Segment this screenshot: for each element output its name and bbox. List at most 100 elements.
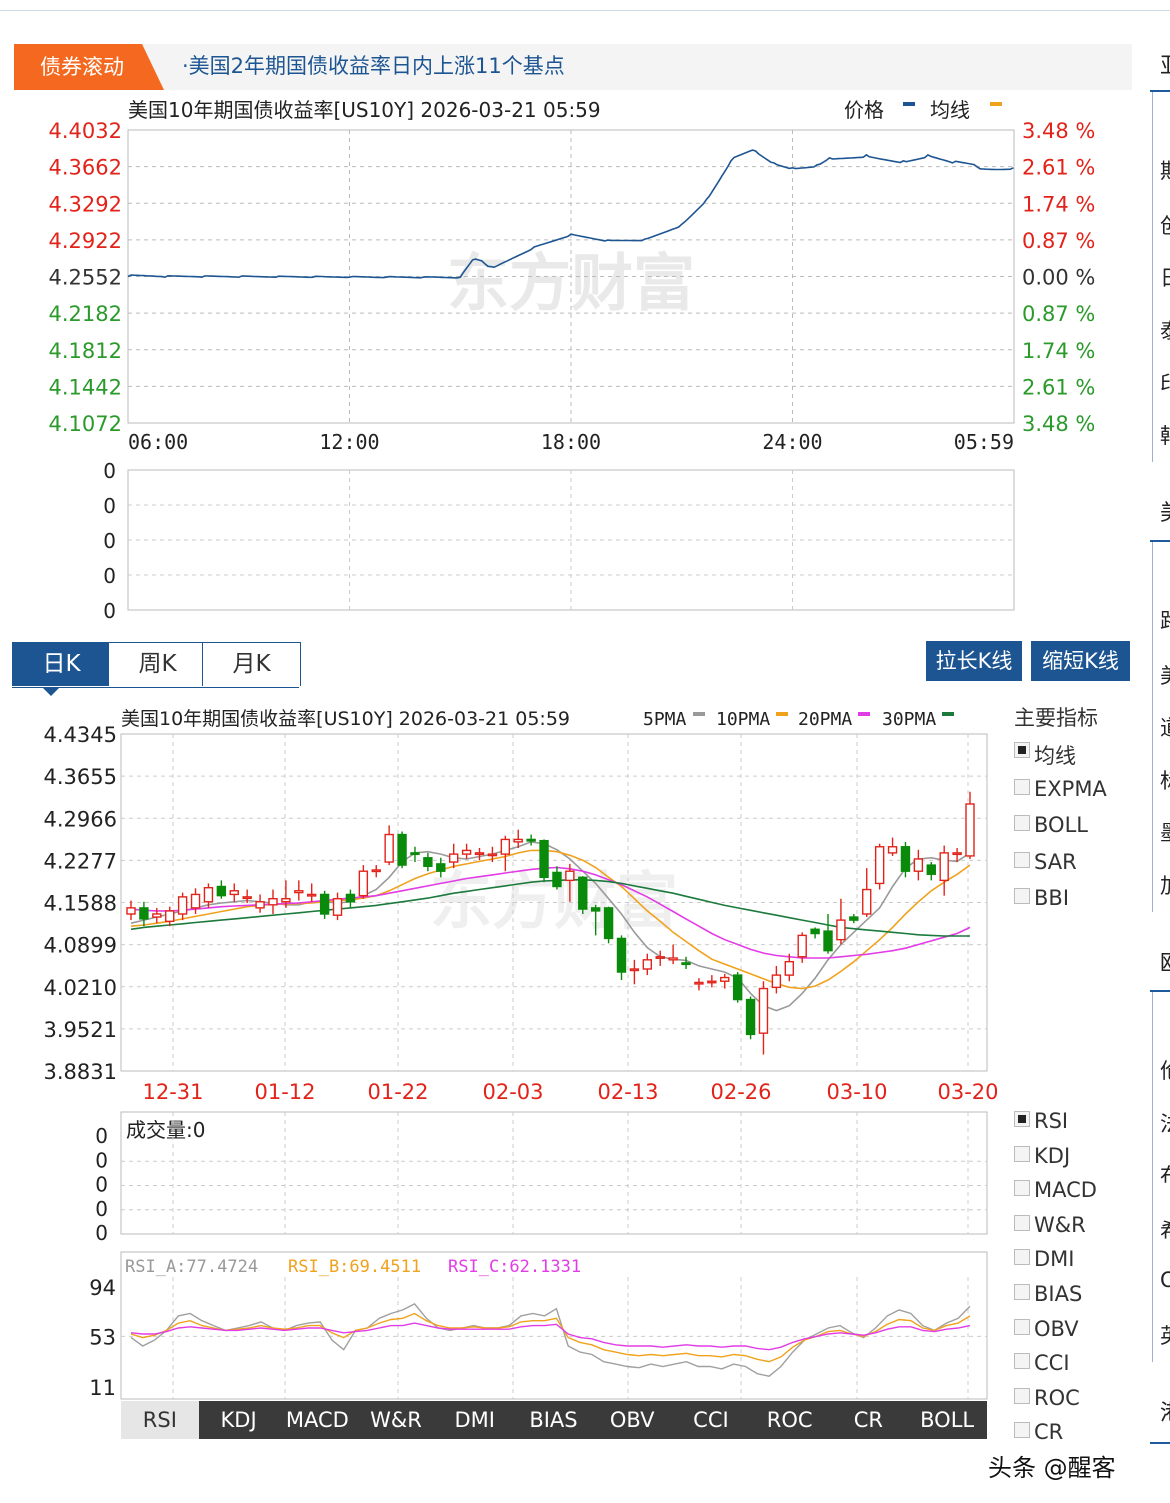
sub-indicator-kdj[interactable]: KDJ <box>1014 1144 1070 1168</box>
indicator-tab-macd[interactable]: MACD <box>285 1408 349 1432</box>
indicator-tab-obv[interactable]: OBV <box>609 1408 655 1432</box>
intraday-ytick-right: 2.61 % <box>1022 375 1095 399</box>
right-rail-item[interactable]: 韩 <box>1160 420 1170 450</box>
indicator-tab-roc[interactable]: ROC <box>766 1408 813 1432</box>
indicator-tab-cr[interactable]: CR <box>853 1408 884 1432</box>
checkbox[interactable] <box>1014 1318 1030 1335</box>
checkbox[interactable] <box>1014 1214 1030 1231</box>
checkbox[interactable] <box>1014 888 1030 904</box>
checkbox-label: CCI <box>1034 1351 1070 1376</box>
right-rail-item[interactable]: 加 <box>1160 870 1170 900</box>
tab-daily-k[interactable]: 日K <box>12 642 111 686</box>
candle-body <box>732 974 743 1001</box>
shorten-kline-button[interactable]: 缩短K线 <box>1031 641 1130 681</box>
right-rail-item[interactable]: 创 <box>1160 210 1170 240</box>
indicator-tab-kdj[interactable]: KDJ <box>220 1408 257 1432</box>
ticker-tag[interactable]: 债券滚动 <box>14 44 164 90</box>
indicator-tab-cci[interactable]: CCI <box>693 1408 729 1432</box>
checkbox[interactable] <box>1014 1353 1030 1370</box>
ma-legend-swatch <box>693 712 705 716</box>
right-rail-item[interactable]: 泰 <box>1160 315 1170 345</box>
sub-indicator-roc[interactable]: ROC <box>1014 1386 1080 1410</box>
tab-monthly-k[interactable]: 月K <box>202 642 301 686</box>
intraday-xtick: 18:00 <box>541 430 601 454</box>
main-indicator-sar[interactable]: SAR <box>1014 850 1077 874</box>
kline-xtick: 02-26 <box>710 1080 771 1104</box>
right-rail-item[interactable]: 路 <box>1160 605 1170 635</box>
sub-indicator-bias[interactable]: BIAS <box>1014 1282 1082 1306</box>
intraday-chart: 美国10年期国债收益率[US10Y] 2026-03-21 05:59 价格 均线东… <box>49 98 1096 623</box>
candle-body <box>913 858 924 872</box>
checkbox[interactable] <box>1014 1422 1030 1439</box>
checkbox[interactable] <box>1014 1145 1030 1162</box>
sub-indicator-w-r[interactable]: W&R <box>1014 1213 1086 1237</box>
right-rail-section-title[interactable]: 美 <box>1160 495 1170 527</box>
candle-body <box>952 852 962 856</box>
sub-indicator-cci[interactable]: CCI <box>1014 1351 1070 1375</box>
candle-body <box>229 890 239 896</box>
extend-kline-button[interactable]: 拉长K线 <box>926 641 1022 681</box>
indicator-tab-w-r[interactable]: W&R <box>370 1408 422 1432</box>
main-indicator-expma[interactable]: EXPMA <box>1014 777 1107 801</box>
sub-indicator-macd[interactable]: MACD <box>1014 1178 1097 1202</box>
intraday-ytick-left: 4.1812 <box>49 339 122 363</box>
checkbox[interactable] <box>1014 815 1030 831</box>
right-rail-section-title[interactable]: 港 <box>1160 1395 1170 1427</box>
sub-indicator-cr[interactable]: CR <box>1014 1420 1063 1444</box>
sub-indicator-obv[interactable]: OBV <box>1014 1317 1079 1341</box>
checkbox[interactable] <box>1014 778 1030 795</box>
indicator-tab-dmi[interactable]: DMI <box>454 1408 495 1432</box>
checkbox[interactable] <box>1014 1387 1030 1404</box>
rsi-line-rsi_c <box>130 1322 971 1351</box>
right-rail-item[interactable]: 道 <box>1160 712 1170 742</box>
right-rail-item[interactable]: 法 <box>1160 1108 1170 1138</box>
right-rail-item[interactable]: O <box>1160 1268 1170 1292</box>
right-rail-item[interactable]: 印 <box>1160 368 1170 398</box>
checkbox[interactable] <box>1014 1284 1030 1300</box>
right-rail-item[interactable]: 美 <box>1160 660 1170 690</box>
ticker-headline[interactable]: ·美国2年期国债收益率日内上涨11个基点 <box>182 54 565 78</box>
checkbox[interactable] <box>1014 742 1030 758</box>
intraday-title: 美国10年期国债收益率[US10Y] 2026-03-21 05:59 <box>128 98 601 122</box>
right-rail-item[interactable]: 墨 <box>1160 817 1170 847</box>
checkbox[interactable] <box>1014 851 1030 868</box>
tab-underline <box>12 687 299 688</box>
main-indicator-bbi[interactable]: BBI <box>1014 886 1069 910</box>
main-indicator-ma[interactable]: 均线 <box>1014 740 1076 770</box>
candle-body <box>810 928 820 935</box>
sub-indicator-dmi[interactable]: DMI <box>1014 1247 1074 1271</box>
checkbox[interactable] <box>1014 1249 1030 1266</box>
candle-body <box>603 907 614 940</box>
candle-body <box>190 893 201 909</box>
checkbox-label: BOLL <box>1034 813 1088 837</box>
right-rail-item[interactable]: 希 <box>1160 1215 1170 1245</box>
indicator-tab-rsi[interactable]: RSI <box>121 1401 199 1439</box>
candle-body <box>758 987 769 1034</box>
price-line <box>127 149 1014 279</box>
sub-indicator-rsi[interactable]: RSI <box>1014 1109 1068 1133</box>
volume-panel-ytick: 0 <box>95 1221 108 1245</box>
kline-ytick: 4.0899 <box>44 934 117 958</box>
intraday-ytick-right: 3.48 % <box>1022 119 1095 143</box>
checkbox[interactable] <box>1014 1111 1030 1127</box>
intraday-ytick-left: 4.2552 <box>49 266 122 290</box>
right-rail-section-title[interactable]: 欧 <box>1160 945 1170 977</box>
indicator-tab-bias[interactable]: BIAS <box>529 1408 578 1432</box>
intraday-ytick-left: 4.1072 <box>49 412 122 436</box>
checkbox[interactable] <box>1014 1180 1030 1197</box>
indicator-tab-boll[interactable]: BOLL <box>920 1408 975 1432</box>
candle-body <box>177 896 188 915</box>
candle-body <box>965 803 975 857</box>
right-rail-item[interactable]: 英 <box>1160 1320 1170 1350</box>
right-rail-item[interactable]: 伦 <box>1160 1055 1170 1085</box>
candle-body <box>526 838 536 842</box>
volume-panel-frame <box>120 1111 988 1235</box>
main-indicator-boll[interactable]: BOLL <box>1014 813 1088 837</box>
tab-weekly-k[interactable]: 周K <box>108 642 207 686</box>
right-rail-section-title[interactable]: 亚 <box>1160 48 1170 80</box>
right-rail-item[interactable]: 布 <box>1160 1160 1170 1190</box>
right-rail-item[interactable]: 标 <box>1160 765 1170 795</box>
right-rail-item[interactable]: 期 <box>1160 155 1170 185</box>
right-rail-item[interactable]: 日 <box>1160 262 1170 292</box>
volume-panel-label: 成交量:0 <box>126 1118 205 1142</box>
